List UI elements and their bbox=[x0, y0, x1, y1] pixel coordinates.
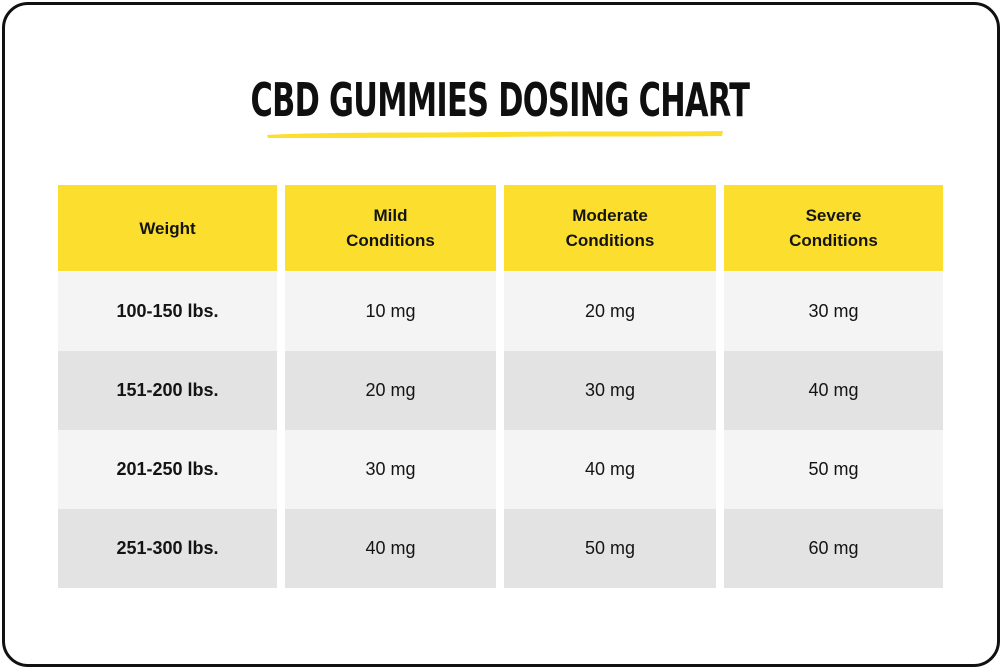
column-header-weight: Weight bbox=[58, 185, 277, 271]
title-underline-brushstroke bbox=[267, 131, 723, 138]
dose-cell-mild: 10 mg bbox=[285, 272, 496, 351]
column-header-moderate: Moderate Conditions bbox=[504, 185, 716, 271]
dose-cell-severe: 40 mg bbox=[724, 351, 943, 430]
dose-cell-severe: 30 mg bbox=[724, 272, 943, 351]
dose-cell-mild: 40 mg bbox=[285, 509, 496, 588]
dose-cell-moderate: 20 mg bbox=[504, 272, 716, 351]
row-weight-label: 100-150 lbs. bbox=[58, 272, 277, 351]
column-header-label: Severe bbox=[805, 206, 862, 225]
column-header-label: Conditions bbox=[565, 231, 655, 250]
column-header-severe: Severe Conditions bbox=[724, 185, 943, 271]
dose-cell-moderate: 50 mg bbox=[504, 509, 716, 588]
column-header-label: Weight bbox=[139, 218, 196, 238]
page-title: CBD GUMMIES DOSING CHART bbox=[250, 73, 750, 127]
column-header-label: Moderate bbox=[572, 206, 648, 225]
row-weight-label: 151-200 lbs. bbox=[58, 351, 277, 430]
row-weight-label: 251-300 lbs. bbox=[58, 509, 277, 588]
column-header-mild: Mild Conditions bbox=[285, 185, 496, 271]
column-header-label: Mild bbox=[373, 206, 408, 225]
column-header-label: Conditions bbox=[789, 231, 878, 250]
dose-cell-mild: 20 mg bbox=[285, 351, 496, 430]
column-header-label: Conditions bbox=[346, 231, 435, 250]
row-weight-label: 201-250 lbs. bbox=[58, 430, 277, 509]
dose-cell-severe: 50 mg bbox=[724, 430, 943, 509]
dose-cell-mild: 30 mg bbox=[285, 430, 496, 509]
dose-cell-severe: 60 mg bbox=[724, 509, 943, 588]
dose-cell-moderate: 40 mg bbox=[504, 430, 716, 509]
dose-cell-moderate: 30 mg bbox=[504, 351, 716, 430]
